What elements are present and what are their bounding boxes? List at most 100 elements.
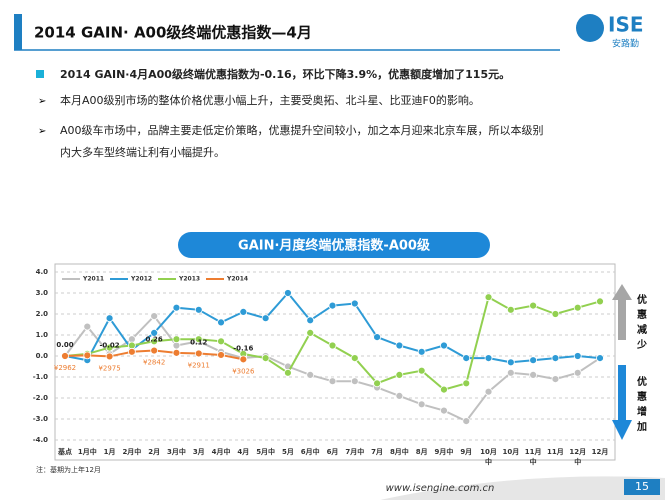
x-tick-label: 9月 [460,448,472,456]
amount-label: ¥2842 [143,359,165,367]
bullet-line: 本月A00级别市场的整体价格优惠小幅上升，主要受奥拓、北斗星、比亚迪F0的影响。 [60,94,480,107]
point [506,305,515,314]
value-label: 0.00 [56,341,73,349]
x-tick-label: 5月中 [256,447,275,456]
arrow-label: 优惠增加 [636,375,647,433]
y-tick-label: 3.0 [36,289,49,297]
value-label: 0.12 [190,338,207,346]
point [596,297,604,306]
down-arrow [612,365,632,440]
point [484,354,493,363]
point [284,289,292,297]
point [328,301,337,310]
x-tick-label: 2月 [148,448,160,456]
arrow-label: 优惠减少 [636,293,647,351]
point [261,314,270,323]
page-number: 15 [635,480,649,493]
point [83,351,92,360]
logo-sub: 安路勤 [612,38,639,50]
point [194,335,203,344]
y-tick-label: 4.0 [36,268,49,276]
point [573,352,582,360]
bullet-arrow: ➢ [38,126,46,137]
point [150,328,159,337]
chart-title-pill [178,232,490,258]
y-tick-label: -4.0 [33,436,48,444]
point [328,377,337,386]
point [239,355,248,364]
point [150,337,159,346]
point [462,354,471,363]
x-tick-label: 3月中 [167,447,186,456]
footer-url: www.isengine.com.cn [386,483,495,494]
x-tick-label: 6月 [327,448,339,456]
point [105,314,114,323]
x-tick-label: 9月中 [435,447,454,456]
point [194,305,203,314]
x-tick-label: 3月 [193,448,205,456]
point [440,406,448,415]
x-tick-label: 4月 [237,448,249,456]
point [150,312,159,321]
point [484,387,493,396]
legend-label: Y2014 [226,276,248,283]
slide-title: 2014 GAIN· A00级终端优惠指数—4月 [34,24,312,42]
point [573,368,582,377]
x-tick-label: 8月 [416,448,428,456]
logo-mark [576,14,604,42]
bullet-arrow: ➢ [38,96,46,107]
bullet: A00级车市场中，品牌主要走低定价策略，优惠提升空间较小，加之本月迎来北京车展，… [60,120,544,164]
point [239,307,248,316]
point [462,379,471,388]
title-accent [14,14,22,50]
point [596,354,604,363]
point [172,335,181,344]
point [328,341,337,350]
logo: ISE [608,13,644,37]
point [83,322,92,331]
point [127,347,136,356]
legend-label: Y2013 [178,276,200,283]
point [529,301,538,310]
value-label: -0.02 [99,341,119,349]
point [484,293,493,302]
x-tick-label: 10月中 [480,448,497,466]
chart-title: GAIN·月度终端优惠指数-A00级 [238,238,431,254]
x-tick-label: 1月 [104,448,116,456]
value-label: 0.26 [146,336,163,344]
x-tick-label: 4月中 [212,447,231,456]
y-tick-label: 0.0 [36,352,49,360]
x-tick-label: 11月中 [525,448,542,466]
point [105,343,114,352]
point [462,417,471,426]
point [217,351,225,359]
plot-frame [54,263,616,461]
point [440,385,448,394]
point [306,370,315,379]
bullet: 本月A00级别市场的整体价格优惠小幅上升，主要受奥拓、北斗星、比亚迪F0的影响。 [60,90,480,112]
point [194,349,203,358]
point [350,299,359,308]
point [529,356,538,365]
bullet-line: 2014 GAIN·4月A00级终端优惠指数为-0.16，环比下降3.9%，优惠… [60,68,511,81]
point [551,354,560,363]
point [350,377,359,386]
point [551,310,560,318]
bullet-square [36,70,44,78]
point [150,346,159,355]
legend-label: Y2012 [130,276,152,283]
x-tick-label: 7月 [371,448,383,456]
y-tick-label: 1.0 [36,331,49,339]
x-tick-label: 6月中 [301,447,320,456]
point [373,333,381,342]
amount-label: ¥2962 [54,364,76,372]
x-tick-label: 2月中 [122,447,141,456]
bullet-line: A00级车市场中，品牌主要走低定价策略，优惠提升空间较小，加之本月迎来北京车展，… [60,124,544,137]
legend-label: Y2011 [82,276,104,283]
series-line [64,314,601,423]
x-tick-label: 12月中 [569,448,586,466]
point [417,347,426,356]
point [395,341,404,350]
